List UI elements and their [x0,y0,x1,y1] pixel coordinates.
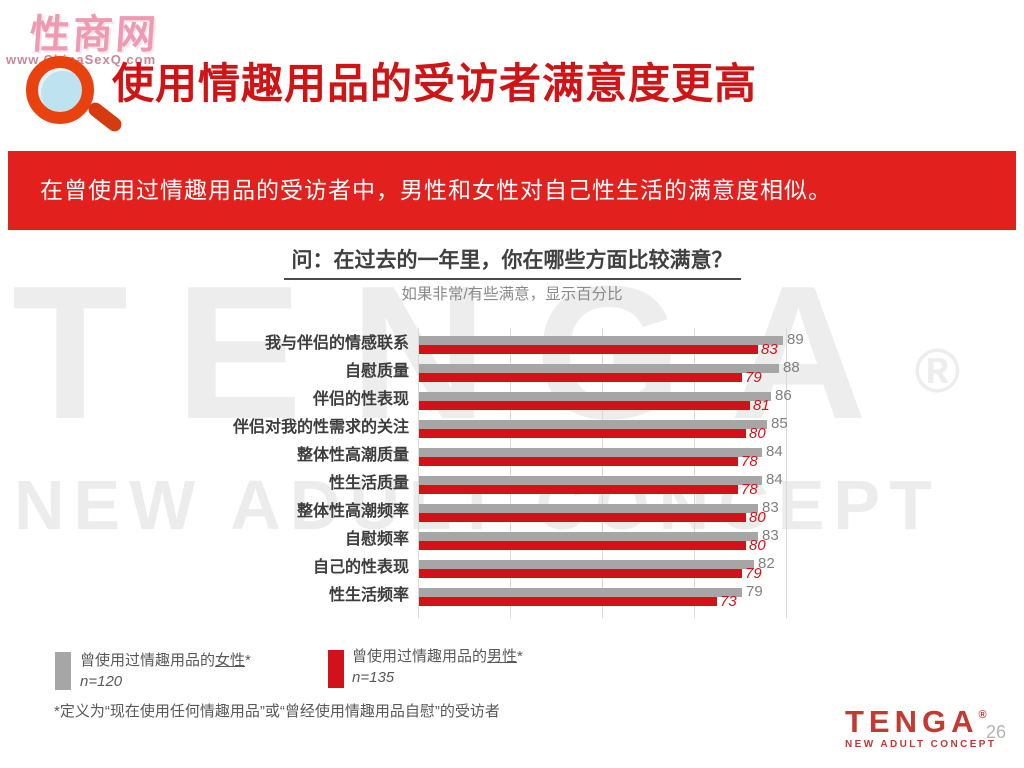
category-label: 性生活频率 [328,587,409,604]
bar-male [419,597,717,606]
gridline [694,328,695,618]
bar-value-male: 73 [720,593,737,610]
category-label: 自己的性表现 [312,559,409,576]
bar-male [419,569,742,578]
category-label: 自慰质量 [344,363,409,380]
gridline [418,328,419,618]
legend-female-line1: 曾使用过情趣用品的女性* [80,652,251,669]
bar-value-female: 86 [775,387,792,404]
category-label: 自慰频率 [344,531,409,548]
category-label: 伴侣的性表现 [312,391,409,408]
bar-female [419,448,762,457]
bar-value-male: 78 [741,481,758,498]
subtitle-banner-text: 在曾使用过情趣用品的受访者中，男性和女性对自己性生活的满意度相似。 [40,177,832,203]
bar-value-female: 84 [766,471,783,488]
category-label: 整体性高潮质量 [296,447,409,464]
bar-value-female: 79 [746,583,763,600]
registered-mark-icon: ® [978,709,987,721]
tenga-logo-subtext: NEW ADULT CONCEPT [845,739,997,750]
bar-chart: 我与伴侣的情感联系 89 83 自慰质量 88 79 伴侣的性表现 86 81 伴侣对我的性需求的… [233,328,804,620]
registered-mark-icon: ® [914,337,961,406]
bar-male [419,541,746,550]
bar-male [419,485,738,494]
bar-female [419,588,742,597]
tenga-logo: TENGA® NEW ADULT CONCEPT [845,700,996,750]
bar-female [419,560,754,569]
bar-male [419,401,750,410]
legend-female-sample: n=120 [80,673,123,690]
chart-title: 问：在过去的一年里，你在哪些方面比较满意？ [0,244,1024,280]
bar-female [419,504,758,513]
bar-value-female: 88 [783,359,800,376]
bar-value-male: 80 [749,537,766,554]
bar-female [419,532,758,541]
gridline [786,328,787,618]
category-label: 整体性高潮频率 [296,503,409,520]
bar-value-male: 80 [749,509,766,526]
bar-value-male: 81 [753,397,770,414]
category-label: 我与伴侣的情感联系 [264,335,409,352]
bar-value-female: 84 [766,443,783,460]
gridline [510,328,511,618]
tenga-logo-text: TENGA® [845,704,987,739]
chart-subtitle: 如果非常/有些满意，显示百分比 [401,286,623,303]
gridline [602,328,603,618]
magnifier-icon [26,56,94,124]
bar-value-male: 79 [745,565,762,582]
bar-value-male: 78 [741,453,758,470]
bar-male [419,513,746,522]
bar-value-male: 79 [745,369,762,386]
chart-title-text: 问：在过去的一年里，你在哪些方面比较满意？ [283,244,741,280]
page-number: 26 [986,722,1007,742]
bar-male [419,345,758,354]
bar-male [419,429,746,438]
bar-value-female: 85 [771,415,788,432]
legend-male-sample: n=135 [352,669,395,686]
legend-label-male: 曾使用过情趣用品的男性* n=135 [352,646,523,688]
category-label: 性生活质量 [328,475,409,492]
bar-female [419,392,771,401]
bar-value-female: 83 [762,527,779,544]
bar-value-female: 82 [758,555,775,572]
bar-female [419,336,783,345]
bar-female [419,364,779,373]
bar-value-female: 89 [787,331,804,348]
bar-value-male: 83 [761,341,778,358]
legend-male-line1: 曾使用过情趣用品的男性* [352,648,523,665]
footnote: *定义为“现在使用任何情趣用品”或“曾经使用情趣用品自慰”的受访者 [54,703,500,720]
page-title: 使用情趣用品的受访者满意度更高 [112,60,758,107]
bar-male [419,457,738,466]
category-label: 伴侣对我的性需求的关注 [232,419,409,436]
legend-swatch-female [55,652,71,690]
legend-swatch-male [328,650,344,688]
bar-female [419,476,762,485]
bar-female [419,420,767,429]
bar-male [419,373,742,382]
legend-label-female: 曾使用过情趣用品的女性* n=120 [80,650,251,692]
bar-value-male: 80 [749,425,766,442]
bar-value-female: 83 [762,499,779,516]
subtitle-banner: 在曾使用过情趣用品的受访者中，男性和女性对自己性生活的满意度相似。 [8,151,1016,230]
